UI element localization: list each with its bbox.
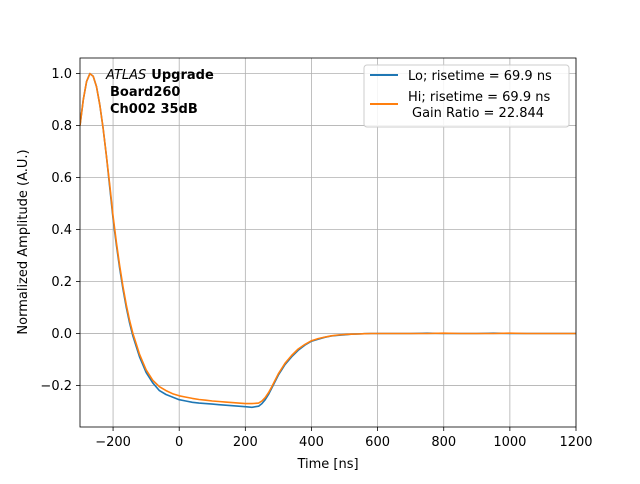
atlas-annotation: ATLAS Upgrade Board260 Ch002 35dB [105, 68, 214, 117]
x-axis-label: Time [ns] [296, 457, 358, 472]
annotation-channel: Ch002 35dB [110, 102, 198, 117]
legend-label-hi: Hi; risetime = 69.9 ns [408, 90, 550, 105]
y-tick-label: 1.0 [51, 67, 72, 82]
x-tick-label: 400 [299, 435, 324, 450]
x-tick-label: 600 [365, 435, 390, 450]
legend-box [363, 64, 570, 128]
x-tick-label: −200 [95, 435, 131, 450]
x-tick-label: 0 [175, 435, 183, 450]
y-axis-label: Normalized Amplitude (A.U.) [16, 149, 31, 334]
axes-frame [79, 57, 577, 428]
series-group [80, 72, 576, 409]
y-tick-label: −0.2 [40, 379, 72, 394]
y-tick-label: 0.8 [51, 119, 72, 134]
plot-area [80, 72, 576, 409]
y-tick-label: 0.0 [51, 327, 72, 342]
annotation-atlas: ATLAS [105, 68, 146, 83]
ticks: −200 0 200 400 600 800 1000 1200 −0.2 0.0 0.2 0.4 0.… [40, 67, 592, 450]
y-tick-label: 0.2 [51, 275, 72, 290]
annotation-board: Board260 [110, 85, 180, 100]
series-line-hi [80, 72, 576, 405]
legend-label-lo: Lo; risetime = 69.9 ns [408, 69, 552, 84]
annotation-upgrade: Upgrade [151, 68, 214, 83]
annotation-line-1: ATLAS Upgrade [105, 68, 214, 83]
x-tick-label: 1000 [493, 435, 526, 450]
y-tick-label: 0.4 [51, 223, 72, 238]
legend-label-gain-ratio: Gain Ratio = 22.844 [412, 106, 544, 121]
y-tick-label: 0.6 [51, 171, 72, 186]
x-tick-label: 1200 [559, 435, 592, 450]
x-tick-label: 200 [233, 435, 258, 450]
legend: Lo; risetime = 69.9 ns Hi; risetime = 69… [363, 64, 570, 128]
x-tick-label: 800 [431, 435, 456, 450]
